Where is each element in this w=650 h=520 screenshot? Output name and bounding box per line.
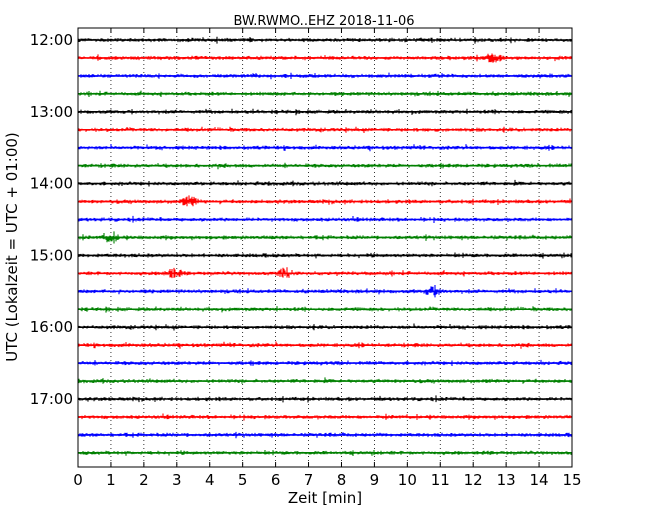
x-tick-label: 10 — [398, 471, 417, 489]
x-tick-label: 13 — [497, 471, 516, 489]
x-tick-label: 1 — [106, 471, 116, 489]
x-axis-label: Zeit [min] — [288, 489, 362, 507]
x-tick-label: 2 — [139, 471, 149, 489]
traces-group — [78, 36, 572, 456]
x-tick-label: 9 — [370, 471, 380, 489]
x-tick-label: 5 — [238, 471, 248, 489]
y-tick-label: 15:00 — [30, 246, 73, 264]
x-axis: 0 1 2 3 4 5 6 7 8 9 10 11 12 13 14 15 — [73, 28, 582, 489]
x-tick-label: 15 — [562, 471, 581, 489]
y-axis-label: UTC (Lokalzeit = UTC + 01:00) — [3, 132, 21, 362]
y-tick-label: 17:00 — [30, 390, 73, 408]
y-tick-label: 16:00 — [30, 318, 73, 336]
x-tick-label: 3 — [172, 471, 182, 489]
x-tick-label: 11 — [431, 471, 450, 489]
y-tick-label: 14:00 — [30, 175, 73, 193]
y-tick-label: 12:00 — [30, 31, 73, 49]
x-tick-label: 8 — [337, 471, 347, 489]
x-tick-label: 4 — [205, 471, 215, 489]
x-tick-label: 0 — [73, 471, 83, 489]
y-tick-label: 13:00 — [30, 103, 73, 121]
x-tick-label: 7 — [304, 471, 314, 489]
y-axis: 12:00 13:00 14:00 15:00 16:00 17:00 — [30, 31, 572, 408]
plot-frame — [77, 27, 573, 468]
chart-title: BW.RWMO..EHZ 2018-11-06 — [233, 14, 414, 29]
x-tick-label: 14 — [530, 471, 549, 489]
x-tick-label: 6 — [271, 471, 281, 489]
x-tick-label: 12 — [464, 471, 483, 489]
